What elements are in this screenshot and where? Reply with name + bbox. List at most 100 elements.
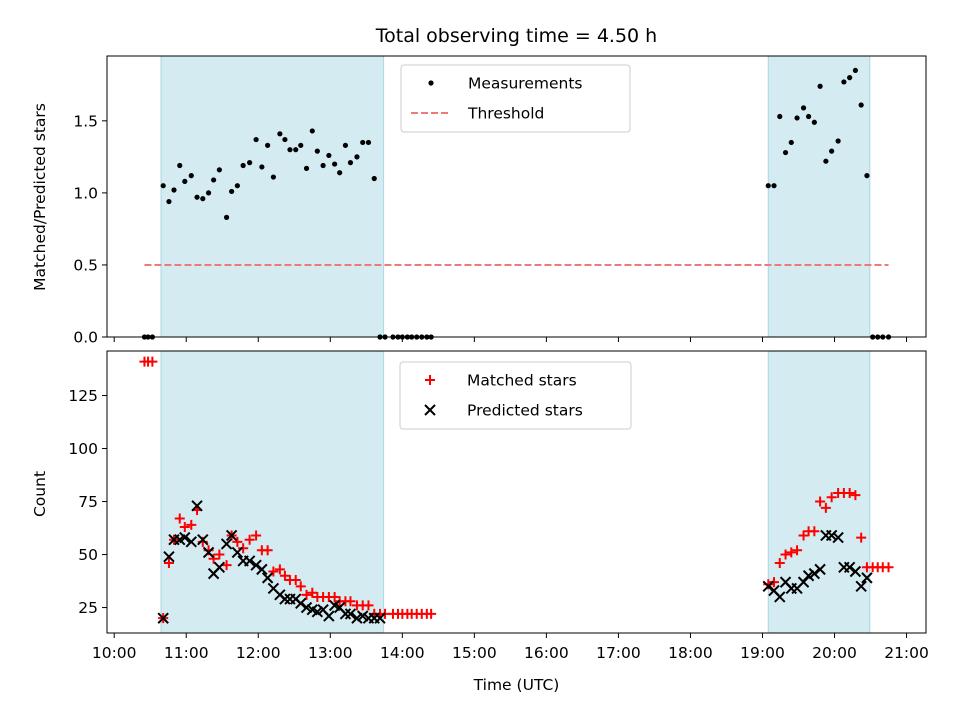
top-y-tick-label: 1.5 <box>73 112 98 130</box>
top-legend-label: Threshold <box>467 105 544 123</box>
measurement-point <box>282 136 288 143</box>
measurement-point <box>326 152 332 159</box>
predicted-star-point <box>256 563 268 576</box>
matched-star-point <box>186 519 197 530</box>
predicted-star-point <box>774 591 786 603</box>
predicted-star-point <box>855 580 867 593</box>
measurement-point <box>771 183 777 189</box>
measurement-point <box>794 115 800 121</box>
x-tick-label: 15:00 <box>452 644 497 662</box>
matched-star-point <box>174 513 185 524</box>
predicted-star-point <box>323 610 335 622</box>
top-y-tick-label: 1.0 <box>73 184 98 202</box>
predicted-star-point <box>250 559 262 571</box>
measurement-point <box>253 136 259 143</box>
measurement-point <box>342 142 349 148</box>
top-shaded-interval <box>160 55 385 338</box>
predicted-star-point <box>374 612 386 624</box>
measurement-point <box>216 167 222 173</box>
matched-star-point <box>251 530 262 541</box>
top-shaded-interval <box>767 55 871 338</box>
predicted-star-point <box>243 555 256 567</box>
matched-star-point <box>301 589 312 600</box>
matched-star-point <box>238 543 249 554</box>
top-legend: Measurements Threshold <box>400 64 631 133</box>
top-legend-box <box>400 64 631 133</box>
chart-title: Total observing time = 4.50 h <box>375 25 657 47</box>
bottom-y-tick-label: 75 <box>78 493 98 511</box>
matched-star-point <box>850 490 861 501</box>
matched-star-point <box>295 581 306 592</box>
measurement-point <box>788 139 794 146</box>
predicted-star-point <box>231 546 244 559</box>
matched-star-point <box>221 560 232 571</box>
matched-star-point <box>244 534 255 545</box>
measurement-point <box>835 138 841 144</box>
matched-star-point <box>820 502 831 513</box>
measurement-point <box>234 183 240 189</box>
measurement-point <box>365 139 372 146</box>
measurement-point <box>298 142 304 148</box>
matched-star-point <box>798 530 809 541</box>
measurement-point <box>171 187 177 193</box>
x-tick-label: 20:00 <box>812 644 857 662</box>
predicted-star-point <box>814 563 826 576</box>
matched-star-point <box>232 536 243 547</box>
measurement-point <box>320 162 326 169</box>
top-y-tick-label: 0.5 <box>73 256 98 274</box>
bottom-y-axis-label: Count <box>31 471 49 517</box>
measurement-point <box>371 175 377 182</box>
legend-predicted-marker <box>424 404 436 416</box>
top-y-axis-label: Matched/Predicted stars <box>31 103 49 291</box>
matched-star-point <box>262 545 273 556</box>
matched-star-point <box>809 526 820 537</box>
measurement-point <box>160 183 166 189</box>
measurement-point <box>354 154 360 160</box>
matched-star-point <box>844 488 855 499</box>
bottom-y-tick-label: 125 <box>68 387 98 405</box>
measurement-point <box>360 139 366 146</box>
predicted-star-point <box>849 565 862 578</box>
matched-star-point <box>290 574 301 585</box>
measurement-point <box>205 190 212 196</box>
measurement-point <box>259 164 265 170</box>
predicted-star-point <box>861 572 873 584</box>
legend-matched-marker <box>425 375 435 385</box>
matched-star-point <box>769 577 780 588</box>
predicted-star-point <box>261 572 274 584</box>
measurement-point <box>211 177 217 183</box>
predicted-star-point <box>157 612 169 624</box>
x-tick-label: 18:00 <box>668 644 713 662</box>
matched-star-point <box>208 553 219 564</box>
predicted-star-point <box>163 550 175 563</box>
matched-star-point <box>815 496 826 507</box>
x-tick-label: 10:00 <box>92 644 137 662</box>
matched-star-point <box>883 562 894 573</box>
measurement-point <box>287 147 293 153</box>
measurement-point <box>293 147 299 153</box>
measurement-point <box>858 102 864 108</box>
predicted-star-point <box>843 561 856 573</box>
measurement-point <box>800 105 807 111</box>
measurement-point <box>166 198 172 205</box>
matched-star-point <box>147 356 158 367</box>
measurement-point <box>270 174 276 180</box>
matched-star-point <box>179 521 190 532</box>
x-tick-label: 21:00 <box>884 644 929 662</box>
measurement-point <box>314 148 320 154</box>
matched-star-point <box>826 492 837 503</box>
measurement-point <box>817 83 823 89</box>
measurement-point <box>337 170 343 176</box>
matched-star-point <box>856 532 867 543</box>
predicted-star-point <box>213 561 226 573</box>
predicted-star-point <box>762 580 774 593</box>
matched-star-point <box>214 549 225 560</box>
predicted-star-point <box>825 529 838 542</box>
measurement-point <box>188 173 194 179</box>
predicted-star-point <box>179 531 191 544</box>
x-tick-label: 17:00 <box>596 644 641 662</box>
measurement-point <box>841 79 847 85</box>
predicted-star-point <box>185 536 197 548</box>
measurement-point <box>823 158 829 164</box>
